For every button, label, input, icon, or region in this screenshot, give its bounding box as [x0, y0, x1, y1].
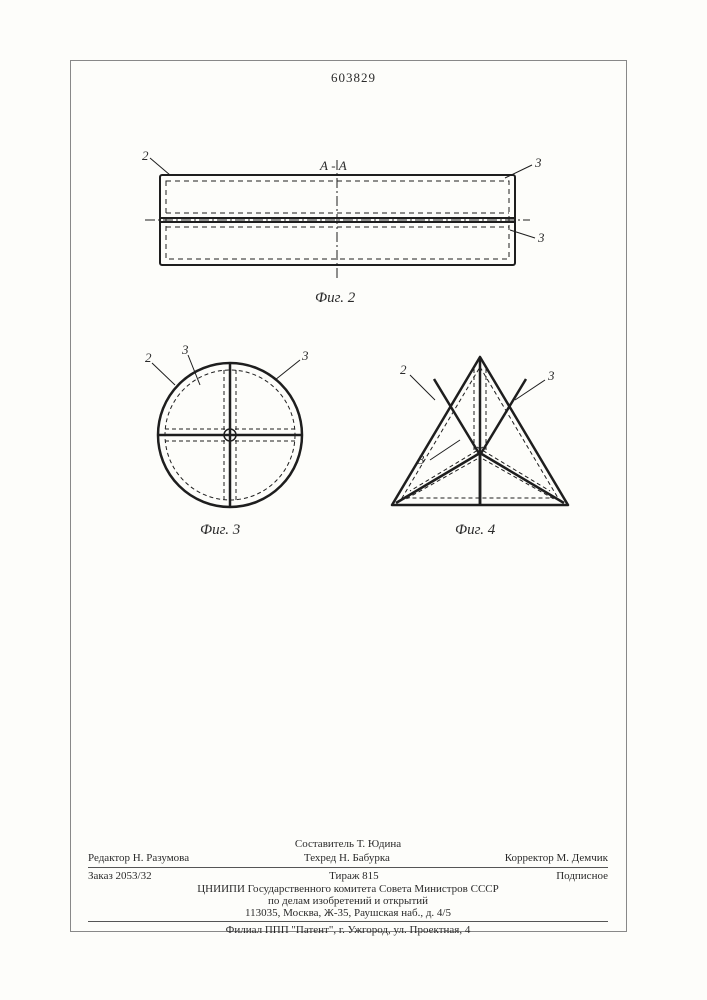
footer-credits-row: Редактор Н. Разумова Техред Н. Бабурка К… [88, 852, 608, 864]
footer-tech: Техред Н. Бабурка [304, 852, 390, 864]
fig2-lead-2: 2 [142, 148, 149, 164]
footer-rule-2 [88, 921, 608, 922]
footer-filial: Филиал ППП "Патент", г. Ужгород, ул. Про… [88, 924, 608, 936]
fig3-caption: Фиг. 3 [200, 522, 240, 539]
fig4-lead-3-right: 3 [548, 368, 555, 384]
footer-addr: 113035, Москва, Ж-35, Раушская наб., д. … [88, 907, 608, 919]
footer-corrector: Корректор М. Демчик [505, 852, 608, 864]
footer-compiler: Составитель Т. Юдина [88, 838, 608, 850]
footer-podpis: Подписное [556, 870, 608, 882]
fig3-lead-2: 2 [145, 350, 152, 366]
fig2-caption: Фиг. 2 [315, 290, 355, 307]
footer-org1: ЦНИИПИ Государственного комитета Совета … [88, 883, 608, 895]
footer-tirazh: Тираж 815 [329, 870, 379, 882]
document-number: 603829 [0, 70, 707, 86]
fig2-lead-3-bottom: 3 [538, 230, 545, 246]
fig4-lead-3-left: 3 [418, 452, 425, 468]
fig2-drawing [140, 150, 540, 300]
fig3-lead-3-left: 3 [182, 342, 189, 358]
fig3-lead-3-right: 3 [302, 348, 309, 364]
footer-org2: по делам изобретений и открытий [88, 895, 608, 907]
fig4-caption: Фиг. 4 [455, 522, 495, 539]
fig4-lead-2: 2 [400, 362, 407, 378]
footer-order: Заказ 2053/32 [88, 870, 152, 882]
footer-rule-1 [88, 867, 608, 868]
fig2-lead-3-top: 3 [535, 155, 542, 171]
fig3-drawing [140, 345, 320, 525]
footer-order-row: Заказ 2053/32 Тираж 815 Подписное [88, 870, 608, 882]
footer-editor: Редактор Н. Разумова [88, 852, 189, 864]
